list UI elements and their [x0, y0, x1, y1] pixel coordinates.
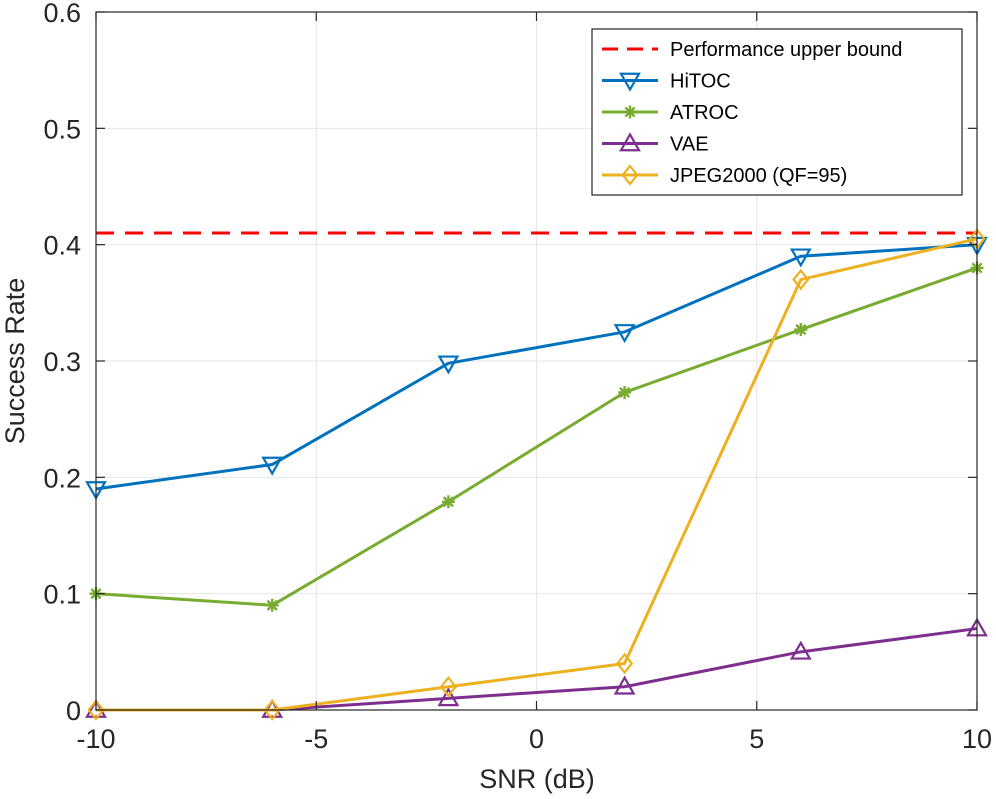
x-tick-label: 10	[962, 724, 992, 754]
legend-label: JPEG2000 (QF=95)	[670, 165, 847, 187]
y-axis-label: Success Rate	[0, 278, 30, 445]
data-point-hitoc	[261, 456, 284, 476]
y-tick-label: 0.5	[43, 114, 81, 144]
data-point-jpeg2000-qf-95	[792, 268, 810, 291]
y-tick-label: 0	[66, 696, 81, 726]
data-point-jpeg2000-qf-95	[87, 699, 105, 721]
y-tick-label: 0.2	[43, 463, 81, 493]
x-tick-label: -10	[76, 724, 115, 754]
data-point-atroc	[794, 323, 808, 337]
tick-labels: -10 -5 0 5 10 0 0.1 0.2 0.3 0.4 0.5 0.6	[43, 0, 992, 754]
data-point-vae	[789, 640, 812, 660]
data-point-atroc	[265, 598, 279, 612]
x-axis-label: SNR (dB)	[479, 764, 595, 794]
y-tick-label: 0.6	[43, 0, 81, 28]
legend-swatch-marker	[623, 105, 637, 119]
legend-swatch-marker	[621, 164, 639, 186]
legend-swatch-marker	[619, 72, 641, 92]
data-point-hitoc	[789, 248, 812, 268]
legend-label: ATROC	[670, 102, 739, 124]
data-point-atroc	[618, 385, 632, 399]
data-point-vae	[437, 687, 460, 707]
legend-label: Performance upper bound	[670, 39, 902, 61]
series-line-atroc	[95, 266, 978, 607]
x-tick-label: 5	[749, 724, 764, 754]
data-point-hitoc	[613, 324, 636, 344]
series-line-hitoc	[95, 243, 978, 491]
data-point-hitoc	[437, 355, 460, 375]
data-point-jpeg2000-qf-95	[615, 652, 634, 675]
data-point-jpeg2000-qf-95	[263, 699, 281, 721]
legend-label: VAE	[670, 134, 709, 156]
legend-label: HiTOC	[670, 71, 731, 93]
axes-box	[95, 11, 978, 711]
x-tick-label: -5	[304, 724, 328, 754]
legend-swatch-marker	[619, 132, 641, 152]
y-tick-label: 0.3	[43, 347, 81, 377]
legend: Performance upper bound HiTOC ATROC VAE JPEG…	[591, 28, 963, 196]
data-point-jpeg2000-qf-95	[439, 675, 458, 698]
data-point-vae	[613, 675, 636, 695]
y-tick-label: 0.4	[43, 231, 81, 261]
y-tick-label: 0.1	[43, 580, 81, 610]
data-point-atroc	[441, 495, 455, 509]
x-tick-label: 0	[529, 724, 544, 754]
